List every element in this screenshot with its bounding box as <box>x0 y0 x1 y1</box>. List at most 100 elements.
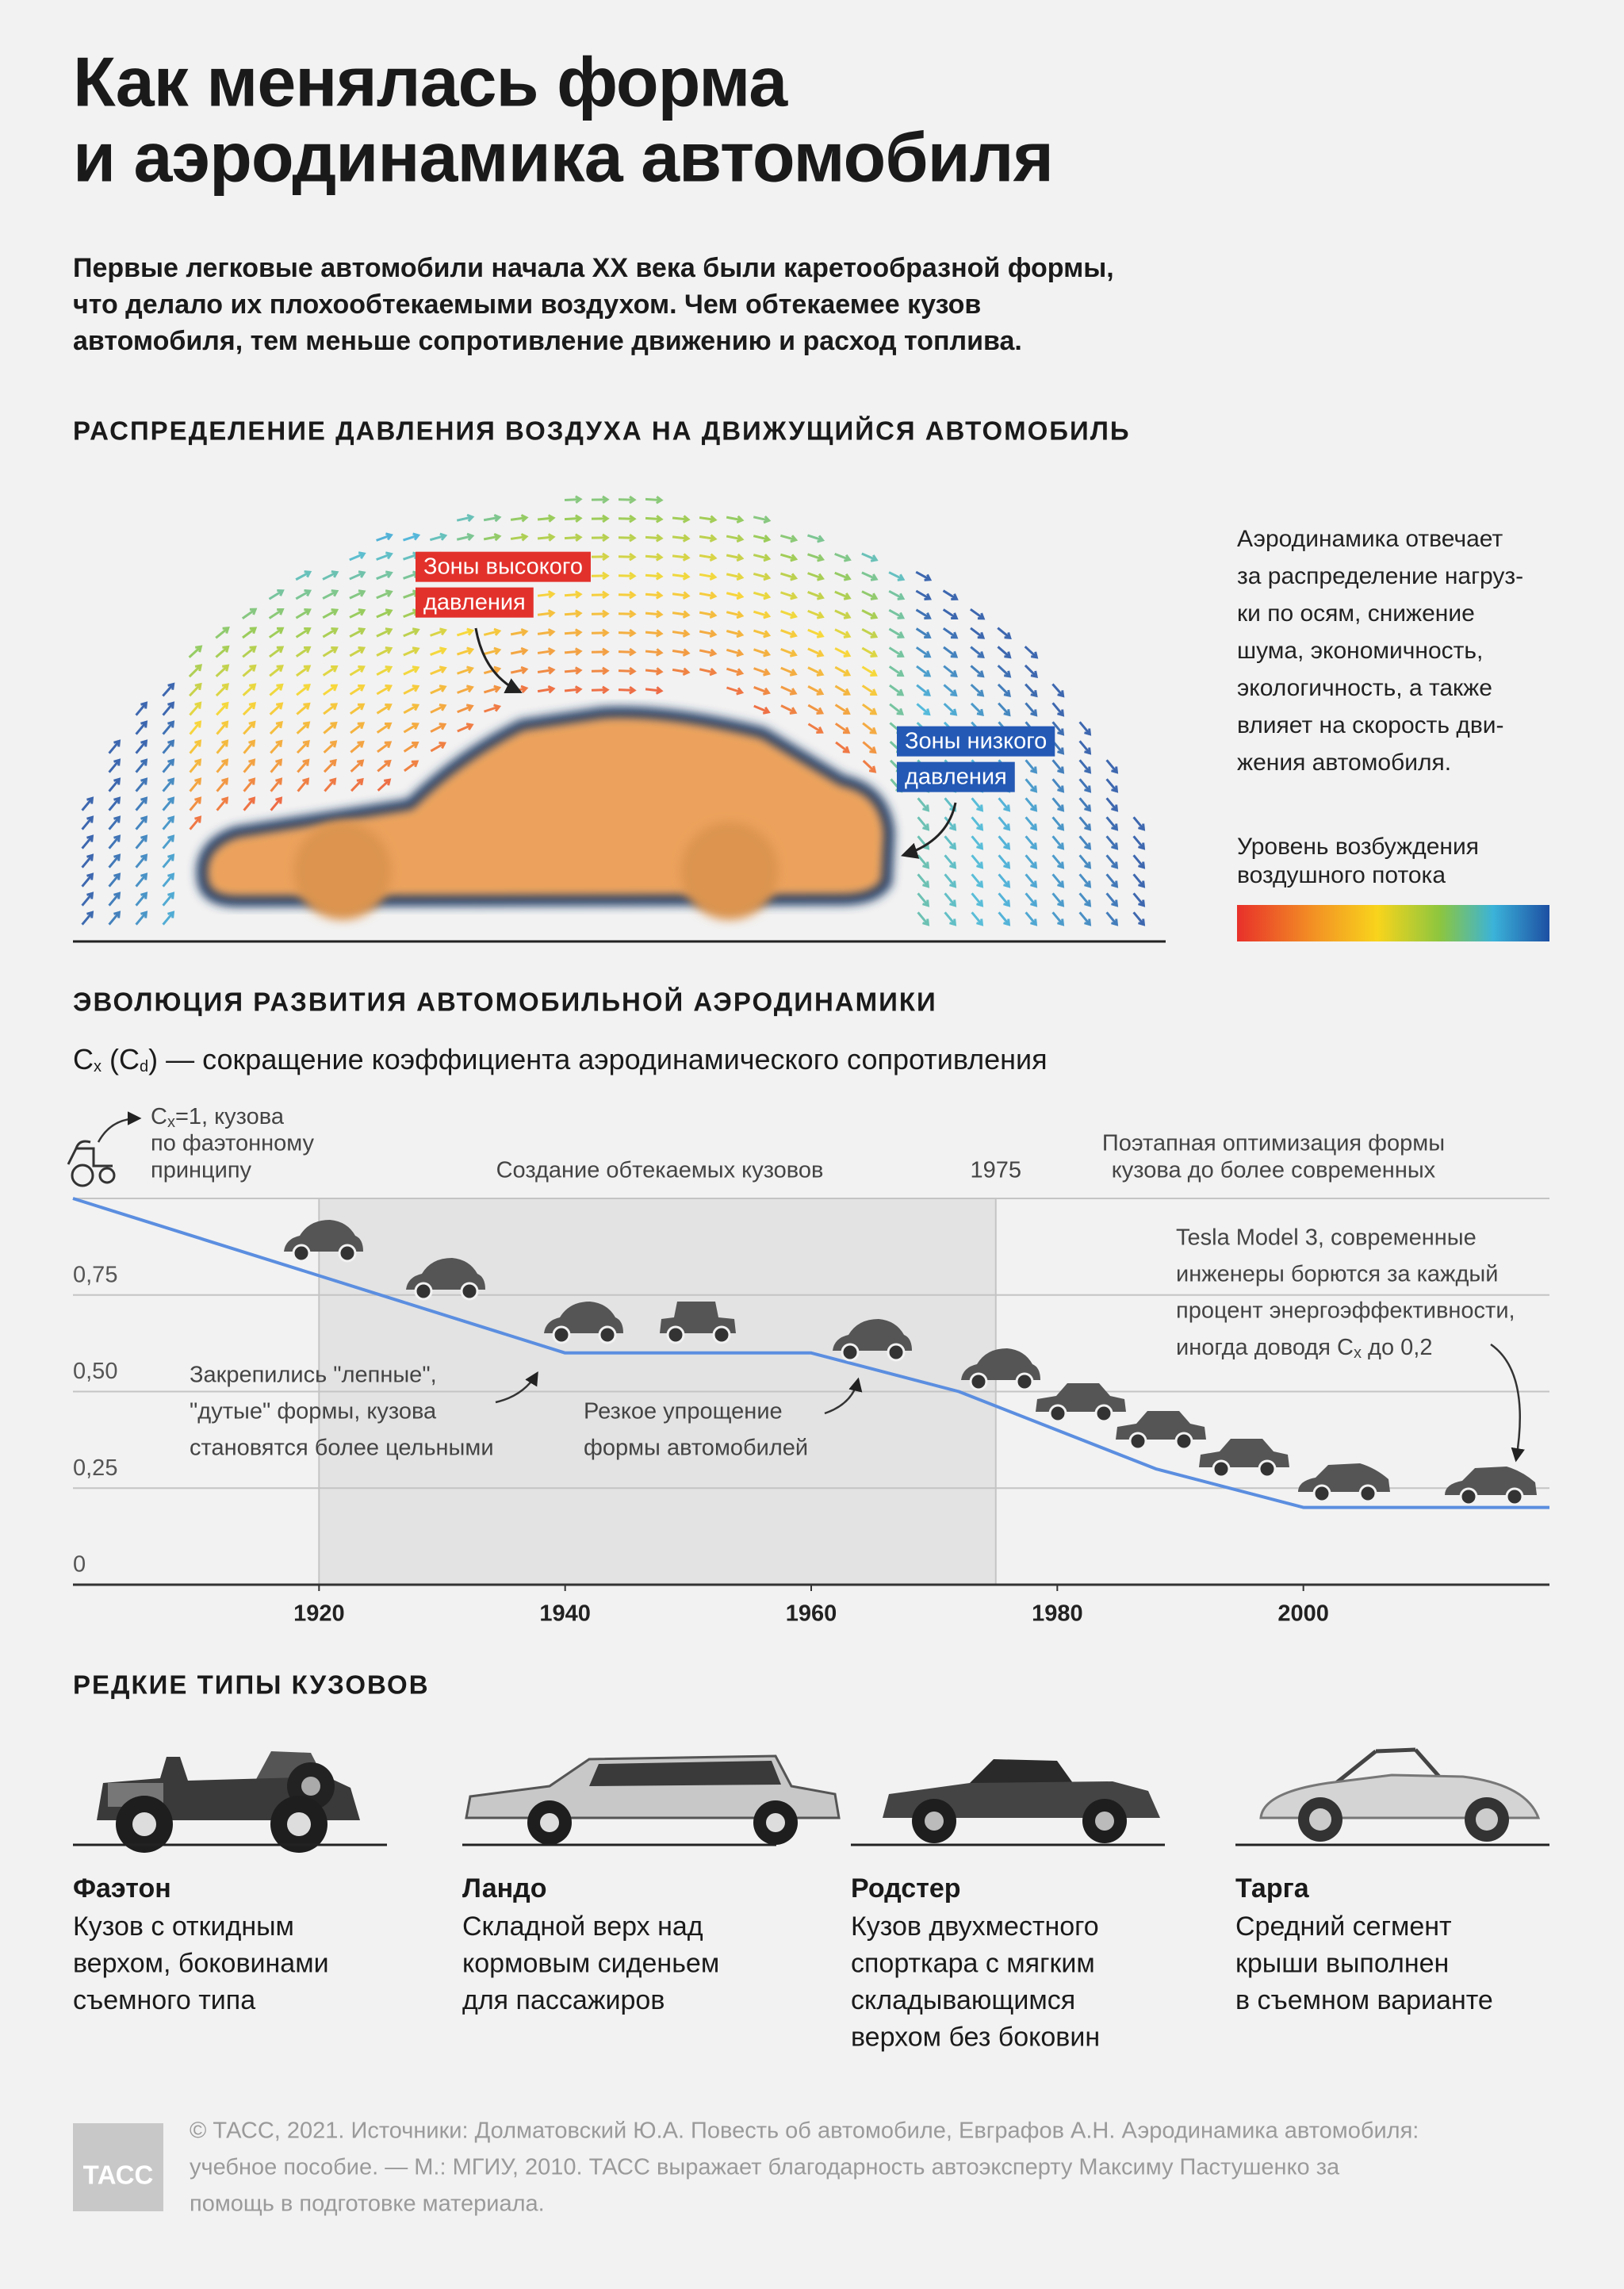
flow-arrow <box>296 739 310 754</box>
annotation: инженеры борются за каждый <box>1176 1262 1498 1287</box>
flow-arrow <box>189 758 202 773</box>
flow-arrow <box>270 777 283 792</box>
flow-arrow <box>971 873 984 888</box>
flow-arrow <box>944 892 957 907</box>
flow-arrow <box>81 796 94 811</box>
flow-arrow <box>807 572 825 581</box>
flow-arrow <box>135 796 148 811</box>
flow-arrow <box>807 685 825 696</box>
flow-arrow <box>1132 854 1146 869</box>
flow-arrow <box>349 665 366 677</box>
flow-arrow <box>162 739 175 754</box>
annotation: Резкое упрощение <box>584 1399 783 1424</box>
car-icon-wheel <box>598 1325 617 1344</box>
flow-arrow <box>997 665 1012 678</box>
flow-arrow <box>807 553 825 562</box>
flow-arrow <box>672 629 691 638</box>
flow-arrow <box>917 854 930 869</box>
flow-arrow <box>295 608 312 619</box>
body-type-name: Тарга <box>1235 1873 1310 1904</box>
flow-arrow <box>861 703 878 715</box>
subtitle-subscript: d <box>140 1058 148 1075</box>
flow-arrow <box>1105 892 1119 907</box>
flow-arrow <box>917 797 930 812</box>
flow-arrow <box>108 891 121 907</box>
flow-arrow <box>162 682 175 697</box>
flow-arrow <box>216 701 229 716</box>
flow-arrow <box>917 911 930 926</box>
flow-arrow <box>971 892 984 907</box>
flow-arrow <box>162 758 175 773</box>
flow-arrow <box>618 685 637 695</box>
annotation: процент энергоэффективности, <box>1176 1298 1515 1324</box>
flow-arrow <box>215 627 230 639</box>
body-type-description: складывающимся <box>851 1985 1075 2015</box>
body-type-description: Средний сегмент <box>1235 1911 1452 1942</box>
flow-arrow <box>270 796 283 811</box>
flow-arrow <box>672 553 691 562</box>
flow-arrow <box>430 704 447 714</box>
flow-arrow <box>699 515 718 523</box>
flow-arrow <box>484 704 502 713</box>
annotation: становятся более цельными <box>190 1436 494 1461</box>
flow-arrow <box>1051 892 1065 907</box>
flow-arrow <box>456 532 475 542</box>
flow-arrow <box>296 665 312 677</box>
x-tick-label: 1920 <box>293 1601 345 1627</box>
flow-arrow <box>862 760 877 773</box>
flow-arrow <box>753 610 772 619</box>
flow-arrow <box>537 685 556 694</box>
flow-arrow <box>322 665 339 677</box>
title: и аэродинамика автомобиля <box>73 117 1053 196</box>
flow-arrow <box>807 534 825 543</box>
flow-arrow <box>243 720 256 735</box>
phaeton-drawing <box>97 1751 360 1853</box>
flow-arrow <box>917 873 930 888</box>
body-type-description: Складной верх над <box>462 1911 703 1942</box>
flow-arrow <box>943 703 958 716</box>
flow-arrow <box>699 667 718 677</box>
flow-arrow <box>135 777 148 792</box>
flow-arrow <box>537 533 556 542</box>
pointer-arrow <box>474 627 523 694</box>
car-icon-wheel <box>969 1372 988 1391</box>
flow-arrow <box>510 646 529 656</box>
flow-arrow <box>564 533 583 542</box>
annotation: по фаэтонному <box>151 1131 315 1156</box>
flow-arrow <box>672 534 691 543</box>
flow-arrow <box>322 684 339 696</box>
flow-arrow <box>108 834 121 849</box>
car-body <box>197 707 895 920</box>
flow-arrow <box>888 590 906 600</box>
flow-arrow <box>699 534 718 543</box>
flow-arrow <box>376 684 393 696</box>
flow-arrow <box>645 515 664 523</box>
car-icon-wheel <box>712 1325 731 1344</box>
flow-arrow <box>726 591 745 600</box>
flow-arrow <box>268 627 285 638</box>
flow-arrow <box>1132 892 1146 907</box>
car-icon-wheel <box>841 1343 860 1362</box>
flow-arrow <box>889 684 905 696</box>
flow-arrow <box>780 647 798 658</box>
car-icon-body <box>833 1319 912 1351</box>
flow-arrow <box>807 609 825 619</box>
flow-arrow <box>888 646 905 658</box>
flow-arrow <box>376 627 393 638</box>
description-line: экологичность, а также <box>1237 675 1492 701</box>
flow-arrow <box>162 891 175 907</box>
flow-arrow <box>483 665 502 675</box>
flow-arrow <box>835 741 851 753</box>
flow-arrow <box>672 591 691 600</box>
flow-arrow <box>780 629 798 638</box>
flow-arrow <box>296 721 311 734</box>
flow-arrow <box>243 796 256 811</box>
flow-arrow <box>699 610 718 619</box>
highlight-label: 1975 <box>970 1158 1021 1183</box>
flow-arrow <box>268 608 285 619</box>
flow-arrow <box>645 629 664 638</box>
flow-arrow <box>243 758 256 773</box>
flow-arrow <box>834 590 852 600</box>
flow-arrow <box>243 777 256 792</box>
flow-arrow <box>861 684 878 696</box>
